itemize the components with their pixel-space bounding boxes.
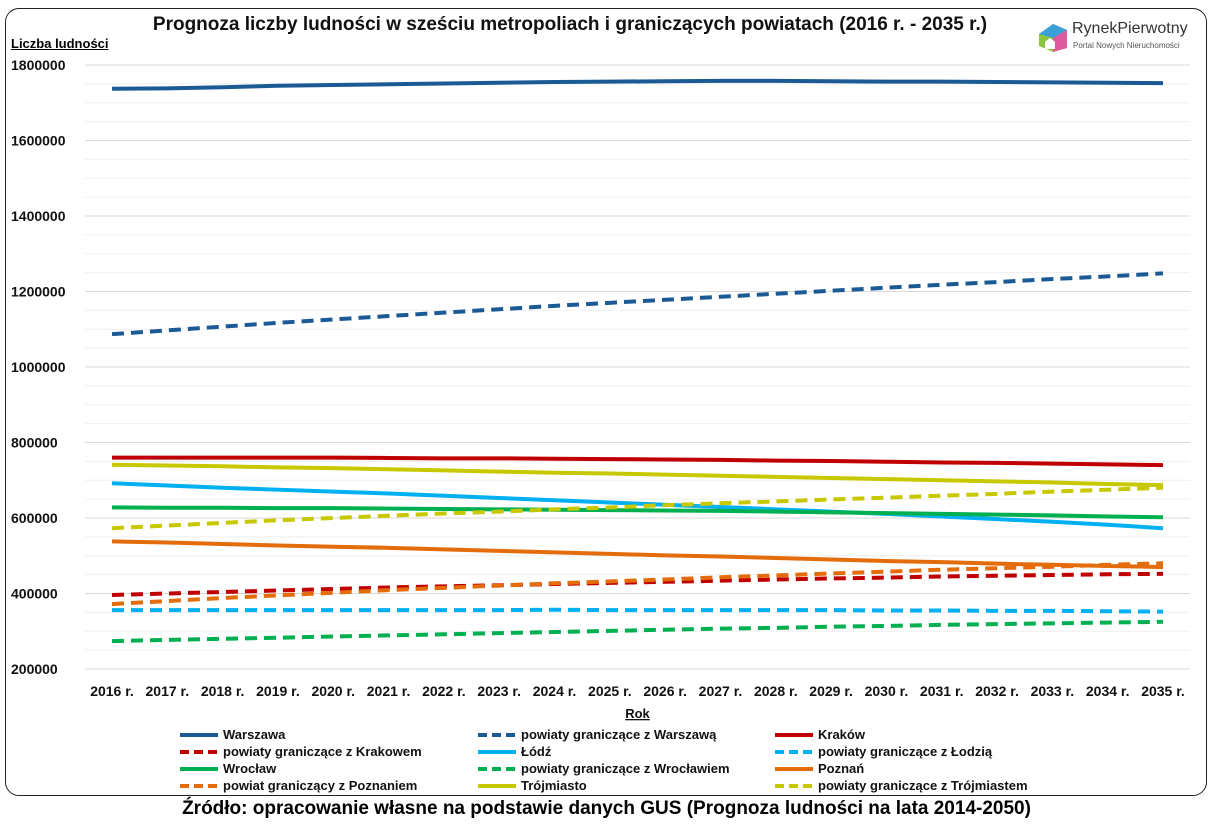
y-tick-label: 400000 bbox=[11, 586, 58, 602]
legend-item: powiaty graniczące z Łodzią bbox=[818, 744, 993, 759]
y-axis-label: Liczba ludności bbox=[11, 36, 109, 51]
logo-name: RynekPierwotny bbox=[1072, 20, 1188, 37]
x-tick-label: 2018 r. bbox=[201, 683, 245, 699]
x-tick-label: 2026 r. bbox=[643, 683, 687, 699]
logo-house-icon bbox=[1039, 24, 1067, 52]
y-tick-label: 1000000 bbox=[11, 359, 66, 375]
legend-item: Poznań bbox=[818, 761, 865, 776]
series-line-8 bbox=[111, 539, 1164, 570]
x-tick-label: 2027 r. bbox=[699, 683, 743, 699]
legend-item: powiaty graniczące z Trójmiastem bbox=[818, 778, 1028, 793]
legend-item: Kraków bbox=[818, 727, 865, 742]
series-line-6 bbox=[111, 505, 1164, 520]
y-tick-label: 1200000 bbox=[11, 284, 66, 300]
series-line-9 bbox=[111, 561, 1164, 607]
logo-tagline: Portal Nowych Nieruchomości bbox=[1073, 41, 1180, 50]
legend-item: Trójmiasto bbox=[521, 778, 587, 793]
x-tick-label: 2024 r. bbox=[533, 683, 577, 699]
series-line-0 bbox=[111, 78, 1164, 91]
x-tick-label: 2025 r. bbox=[588, 683, 632, 699]
y-tick-label: 1400000 bbox=[11, 208, 66, 224]
x-axis-label: Rok bbox=[625, 706, 650, 721]
x-tick-label: 2029 r. bbox=[809, 683, 853, 699]
legend-item: powiaty graniczące z Warszawą bbox=[521, 727, 717, 742]
x-tick-label: 2021 r. bbox=[367, 683, 411, 699]
y-tick-label: 600000 bbox=[11, 510, 58, 526]
x-tick-label: 2016 r. bbox=[90, 683, 134, 699]
x-tick-label: 2028 r. bbox=[754, 683, 798, 699]
x-tick-label: 2023 r. bbox=[477, 683, 521, 699]
series-line-1 bbox=[111, 271, 1164, 337]
y-tick-label: 1600000 bbox=[11, 133, 66, 149]
x-tick-label: 2033 r. bbox=[1031, 683, 1075, 699]
y-tick-label: 1800000 bbox=[11, 57, 66, 73]
x-tick-label: 2020 r. bbox=[311, 683, 355, 699]
series-line-4 bbox=[111, 481, 1164, 531]
series-line-11 bbox=[111, 485, 1164, 531]
legend-item: Wrocław bbox=[223, 761, 277, 776]
y-tick-label: 800000 bbox=[11, 435, 58, 451]
chart-frame bbox=[5, 8, 1207, 796]
series-line-2 bbox=[112, 455, 1164, 468]
series-line-10 bbox=[111, 462, 1164, 488]
x-tick-label: 2017 r. bbox=[146, 683, 190, 699]
series-line-5 bbox=[112, 607, 1164, 614]
series-line-7 bbox=[111, 619, 1164, 644]
x-tick-label: 2019 r. bbox=[256, 683, 300, 699]
legend-item: powiaty graniczące z Krakowem bbox=[223, 744, 422, 759]
x-tick-label: 2030 r. bbox=[865, 683, 909, 699]
source-note: Źródło: opracowanie własne na podstawie … bbox=[182, 798, 1031, 819]
x-tick-label: 2032 r. bbox=[975, 683, 1019, 699]
x-tick-label: 2035 r. bbox=[1141, 683, 1185, 699]
series-line-3 bbox=[111, 571, 1164, 598]
legend-item: Łódź bbox=[521, 744, 552, 759]
legend-item: Warszawa bbox=[223, 727, 286, 742]
x-tick-label: 2034 r. bbox=[1086, 683, 1130, 699]
x-tick-label: 2031 r. bbox=[920, 683, 964, 699]
legend-item: powiat graniczący z Poznaniem bbox=[223, 778, 418, 793]
x-tick-label: 2022 r. bbox=[422, 683, 466, 699]
logo: RynekPierwotny Portal Nowych Nieruchomoś… bbox=[1036, 18, 1206, 58]
y-tick-label: 200000 bbox=[11, 661, 58, 677]
chart-title: Prognoza liczby ludności w sześciu metro… bbox=[152, 14, 988, 35]
legend-item: powiaty graniczące z Wrocławiem bbox=[521, 761, 730, 776]
